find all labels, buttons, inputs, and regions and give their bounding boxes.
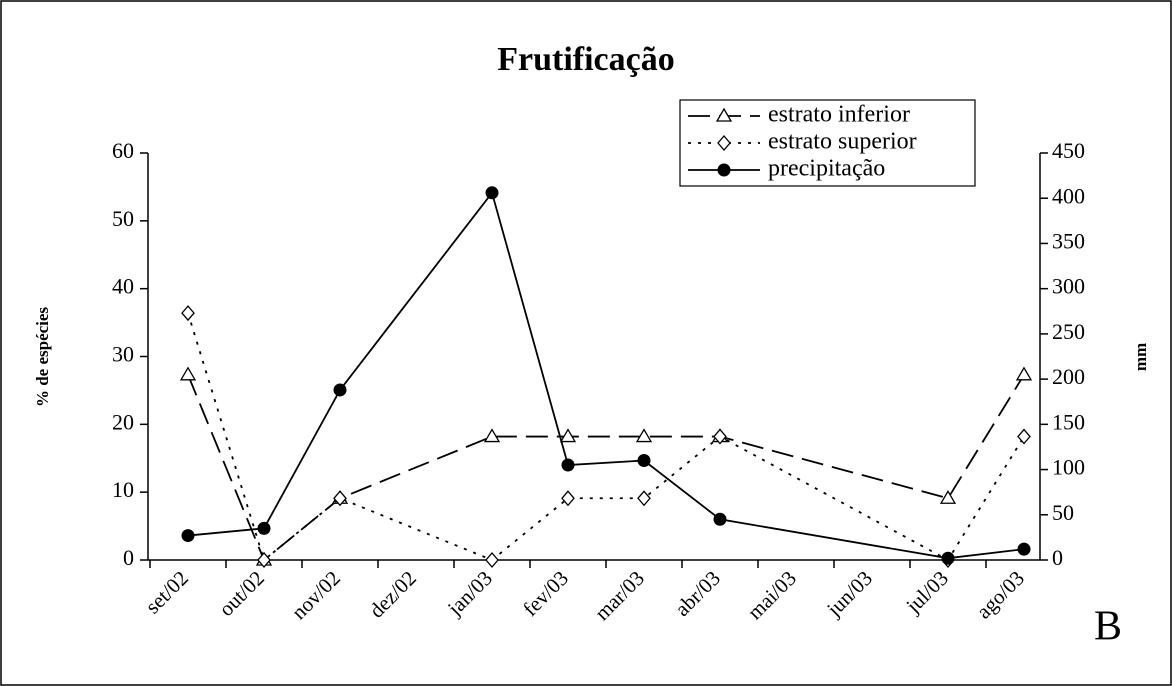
y-tick-label: 20	[112, 409, 134, 434]
marker	[561, 490, 575, 507]
legend-label: precipitação	[768, 156, 885, 182]
marker	[257, 521, 271, 535]
marker	[257, 552, 271, 568]
y2-tick-label: 100	[1052, 455, 1085, 480]
marker	[717, 163, 731, 177]
y-axis-label: % de espécies	[33, 307, 52, 407]
y2-tick-label: 0	[1052, 545, 1063, 570]
marker	[1015, 366, 1033, 381]
y2-tick-label: 200	[1052, 364, 1085, 389]
marker	[333, 490, 347, 507]
y-tick-label: 40	[112, 274, 134, 299]
chart-title: Frutificação	[497, 41, 675, 78]
marker	[485, 552, 499, 568]
marker	[941, 551, 955, 565]
marker	[181, 305, 195, 322]
series-line	[187, 312, 1025, 562]
marker	[715, 107, 733, 122]
marker	[713, 512, 727, 526]
marker	[713, 428, 727, 445]
y-tick-label: 10	[112, 477, 134, 502]
y2-tick-label: 150	[1052, 409, 1085, 434]
marker	[1017, 428, 1031, 445]
marker	[717, 135, 731, 151]
marker	[333, 383, 347, 397]
marker	[483, 428, 501, 443]
legend-label: estrato inferior	[768, 102, 910, 128]
y2-tick-label: 450	[1052, 138, 1085, 163]
marker	[179, 366, 197, 381]
marker	[637, 454, 651, 468]
marker	[1017, 542, 1031, 556]
y2-tick-label: 50	[1052, 500, 1074, 525]
y2-tick-label: 250	[1052, 319, 1085, 344]
marker	[485, 186, 499, 200]
marker	[559, 428, 577, 443]
marker	[561, 458, 575, 472]
y2-axis-label: mm	[1131, 343, 1150, 371]
annotation: B	[1094, 604, 1122, 650]
marker	[635, 428, 653, 443]
y2-tick-label: 300	[1052, 274, 1085, 299]
legend-label: estrato superior	[768, 129, 917, 155]
y-tick-label: 30	[112, 342, 134, 367]
marker	[181, 529, 195, 543]
marker	[939, 489, 957, 504]
y-tick-label: 50	[112, 206, 134, 231]
marker	[637, 490, 651, 507]
y2-tick-label: 400	[1052, 183, 1085, 208]
y-tick-label: 60	[112, 138, 134, 163]
y-tick-label: 0	[123, 545, 134, 570]
y2-tick-label: 350	[1052, 228, 1085, 253]
